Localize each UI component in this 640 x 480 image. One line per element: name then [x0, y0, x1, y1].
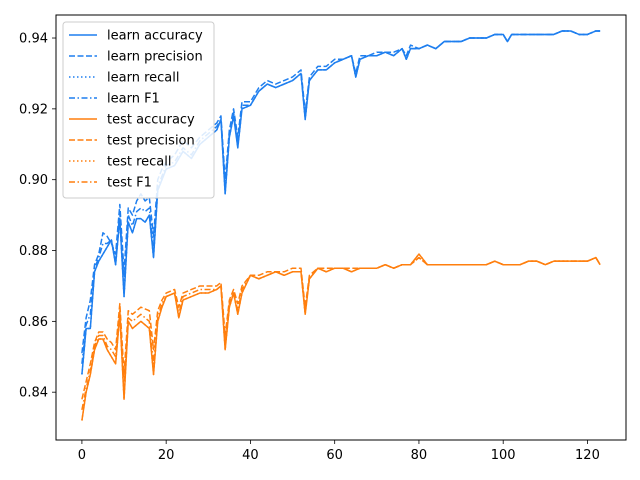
x-tick-label: 120 — [575, 448, 600, 463]
y-tick-label: 0.90 — [19, 173, 48, 188]
legend-box — [62, 21, 215, 199]
legend-label-test-f1: test F1 — [107, 176, 152, 191]
y-tick-label: 0.86 — [19, 315, 48, 330]
x-tick-label: 100 — [491, 448, 516, 463]
x-axis: 0 20 40 60 80 100 120 — [78, 440, 600, 463]
legend-label-learn-precision: learn precision — [107, 50, 203, 65]
x-tick-label: 80 — [411, 448, 428, 463]
x-tick-label: 20 — [158, 448, 175, 463]
legend-label-test-accuracy: test accuracy — [107, 113, 195, 128]
plot-frame — [55, 14, 627, 441]
x-tick-label: 0 — [78, 448, 86, 463]
y-axis: 0.84 0.86 0.88 0.90 0.92 0.94 — [19, 32, 56, 401]
series-line-test-recall — [81, 253, 601, 421]
series-line-learn-f1 — [81, 30, 601, 364]
series-line-test-f1 — [81, 256, 601, 411]
legend: learn accuracy learn precision learn recal… — [62, 21, 215, 199]
legend-label-test-recall: test recall — [107, 155, 172, 170]
x-tick-label: 60 — [326, 448, 343, 463]
y-tick-label: 0.88 — [19, 244, 48, 259]
legend-label-learn-recall: learn recall — [107, 71, 179, 86]
y-tick-label: 0.92 — [19, 102, 48, 117]
legend-label-learn-f1: learn F1 — [107, 92, 160, 107]
legend-label-learn-accuracy: learn accuracy — [107, 29, 203, 44]
x-tick-label: 40 — [242, 448, 259, 463]
legend-label-test-precision: test precision — [107, 134, 195, 149]
y-tick-label: 0.94 — [19, 32, 48, 47]
y-tick-label: 0.84 — [19, 386, 48, 401]
series-layer — [81, 30, 601, 421]
